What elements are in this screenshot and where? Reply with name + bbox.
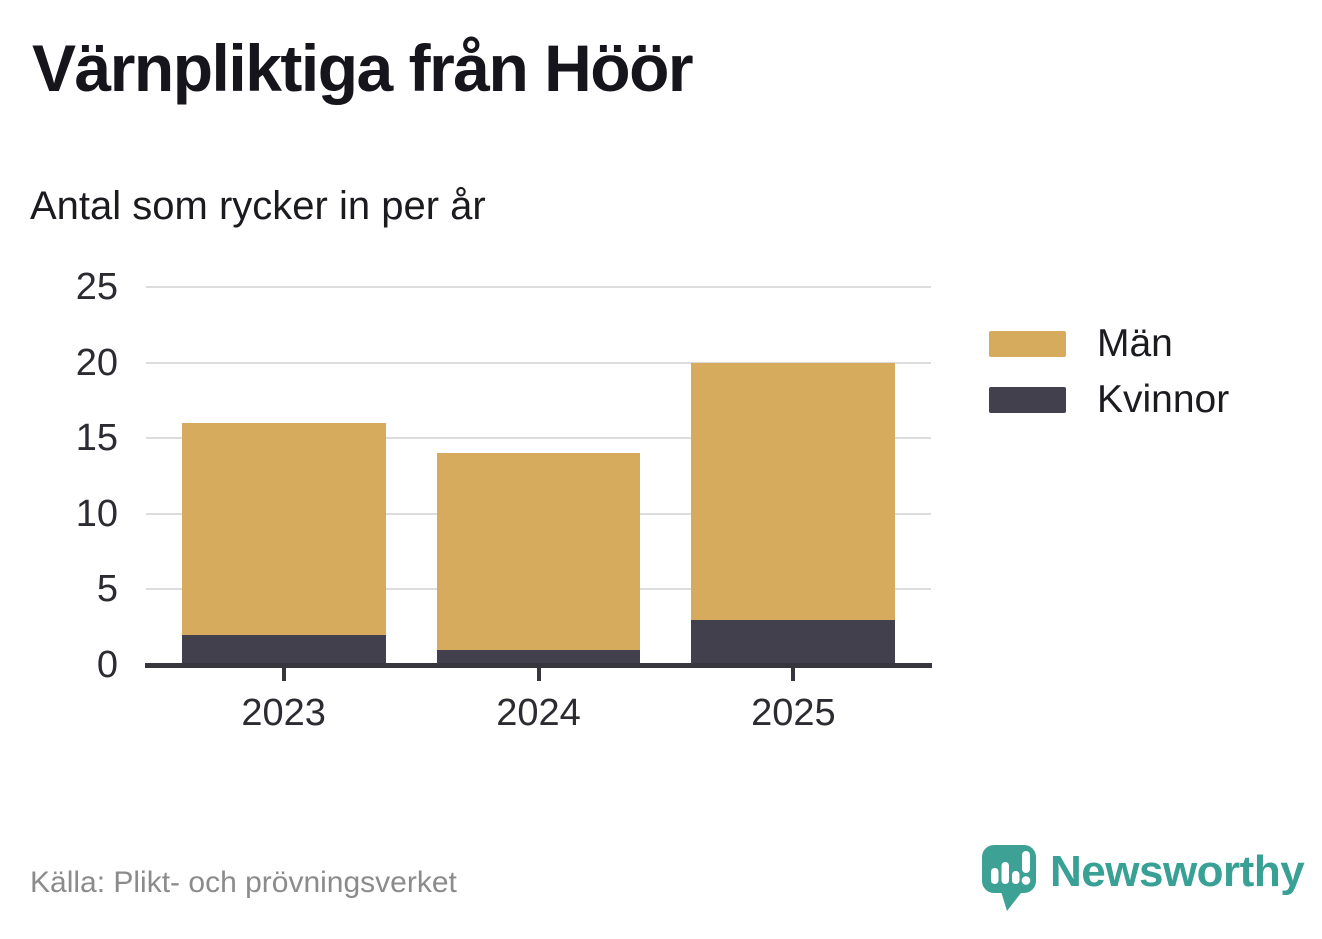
newsworthy-speech-bubble-bar-chart-icon [982,845,1036,911]
newsworthy-brand: Newsworthy [982,845,1305,915]
gridline-y-25 [146,286,931,288]
x-axis-tick-2025 [791,667,796,681]
bar-segment-kvinnor-2025 [691,619,896,665]
y-axis-label-25: 25 [75,266,118,308]
legend-swatch-women [989,387,1066,413]
y-axis-label-20: 20 [75,341,118,384]
x-axis-tick-2023 [281,667,286,681]
legend-label-men: Män [1097,322,1173,365]
bar-segment-kvinnor-2023 [181,634,386,665]
x-axis-label-2023: 2023 [241,692,326,734]
bar-segment-män-2025 [691,362,896,620]
x-axis-line [145,662,932,668]
x-axis-label-2024: 2024 [496,692,581,734]
newsworthy-wordmark: Newsworthy [1050,847,1305,896]
x-axis-label-2025: 2025 [751,692,836,734]
y-axis-label-0: 0 [96,644,118,686]
bar-segment-män-2024 [436,453,641,650]
source-attribution: Källa: Plikt- och prövningsverket [30,866,457,899]
legend-item-women: Kvinnor [989,378,1230,421]
y-axis-label-10: 10 [75,492,118,535]
gridline-y-15 [146,437,931,440]
y-axis-label-15: 15 [75,417,118,460]
bar-segment-kvinnor-2024 [436,649,641,665]
legend-swatch-men [989,331,1066,357]
y-axis-label-5: 5 [96,568,118,611]
legend-label-women: Kvinnor [1097,378,1230,421]
chart-subtitle: Antal som rycker in per år [30,184,486,228]
legend-item-men: Män [989,322,1173,365]
x-axis-tick-2024 [536,667,541,681]
gridline-y-20 [146,361,931,364]
chart-title: Värnpliktiga från Höör [32,31,694,105]
bar-segment-män-2023 [181,423,386,635]
